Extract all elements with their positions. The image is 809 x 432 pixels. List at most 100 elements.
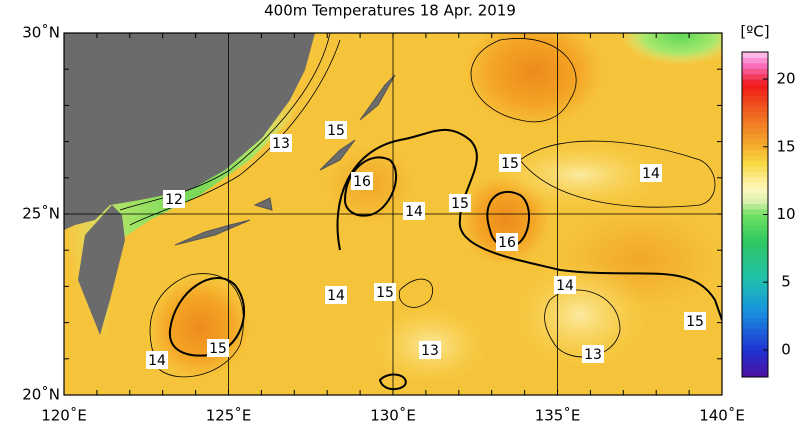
colorbar-segment <box>742 122 768 129</box>
map-frame <box>63 32 723 396</box>
colorbar-segment <box>742 339 768 345</box>
contour-label-box <box>419 341 441 359</box>
colorbar-segment <box>742 322 768 329</box>
colorbar-segment <box>742 198 768 205</box>
colorbar-segment <box>742 117 768 123</box>
contour-label: 13 <box>421 343 439 359</box>
colorbar-segment <box>742 138 768 145</box>
colorbar-segment <box>742 187 768 194</box>
colorbar-segment <box>742 111 768 118</box>
contour-label: 15 <box>376 285 394 301</box>
colorbar-segment <box>742 371 768 378</box>
lat-tick-label: 30˚N <box>22 24 60 42</box>
contour-label-box <box>554 276 576 294</box>
colorbar-segment <box>742 192 768 199</box>
colorbar-segment <box>742 84 768 91</box>
contour-label-box <box>496 233 518 251</box>
contour-label: 16 <box>498 235 516 251</box>
contour-label: 16 <box>353 174 371 190</box>
lon-tick-label: 130˚E <box>370 407 416 425</box>
lon-tick-label: 140˚E <box>699 407 745 425</box>
colorbar-segment <box>742 95 768 102</box>
contour-label: 15 <box>686 314 704 330</box>
warm-area <box>464 33 604 127</box>
lat-tick-label: 25˚N <box>22 205 60 223</box>
colorbar-segment <box>742 165 768 172</box>
colorbar-segment <box>742 279 768 286</box>
colorbar-segment <box>742 274 768 280</box>
cool-area <box>490 140 670 210</box>
colorbar-segment <box>742 79 768 85</box>
colorbar-segment <box>742 290 768 297</box>
colorbar-segment <box>742 312 768 318</box>
colorbar-segment <box>742 149 768 156</box>
colorbar-tick-label: 0 <box>781 340 791 358</box>
cool-area <box>620 33 722 65</box>
colorbar-segment <box>742 57 768 64</box>
contour-label-box <box>325 121 347 139</box>
contour-label: 14 <box>405 204 423 220</box>
colorbar-segment <box>742 209 768 215</box>
lon-tick-label: 135˚E <box>535 407 581 425</box>
colorbar-segment <box>742 366 768 373</box>
colorbar-segment <box>742 306 768 313</box>
colorbar-segment <box>742 100 768 107</box>
colorbar-segment <box>742 171 768 178</box>
colorbar-segment <box>742 252 768 259</box>
islands <box>174 74 396 246</box>
colorbar-segment <box>742 236 768 243</box>
contour-label: 15 <box>451 196 469 212</box>
colorbar-segment <box>742 230 768 237</box>
colorbar-segment <box>742 301 768 308</box>
colorbar-segment <box>742 349 768 356</box>
lat-tick-label: 20˚N <box>22 386 60 404</box>
contour-label-box <box>499 154 521 172</box>
cool-area <box>510 260 650 370</box>
colorbar-segment <box>742 295 768 302</box>
contour-label: 14 <box>556 278 574 294</box>
contour-label: 13 <box>584 347 602 363</box>
colorbar-segment <box>742 127 768 134</box>
contour-label: 14 <box>642 166 660 182</box>
colorbar-segment <box>742 344 768 351</box>
contour-label-box <box>146 351 168 369</box>
colorbar-tick-label: 15 <box>776 137 795 155</box>
contours <box>119 33 716 378</box>
contour-label: 15 <box>501 156 519 172</box>
colorbar-tick-label: 10 <box>776 205 795 223</box>
colorbar-segment <box>742 317 768 324</box>
colorbar-unit: [ºC] <box>740 23 769 41</box>
colorbar-segment <box>742 333 768 340</box>
contour-label-box <box>684 312 706 330</box>
colorbar-segment <box>742 62 768 69</box>
colorbar-segment <box>742 144 768 150</box>
colorbar-segment <box>742 203 768 210</box>
colorbar-segment <box>742 214 768 221</box>
contour-label-box <box>582 345 604 363</box>
colorbar-segment <box>742 182 768 188</box>
colorbar-segment <box>742 268 768 275</box>
colorbar-segment <box>742 225 768 232</box>
colorbar <box>741 51 769 378</box>
colorbar-segment <box>742 219 768 226</box>
lon-tick-label: 120˚E <box>41 407 87 425</box>
colorbar-segment <box>742 154 768 161</box>
colorbar-segment <box>742 68 768 75</box>
contour-label-box <box>325 286 347 304</box>
land-china <box>64 33 315 230</box>
colorbar-segment <box>742 176 768 183</box>
colorbar-segment <box>742 257 768 264</box>
contour-label-box <box>449 194 471 212</box>
colorbar-segment <box>742 133 768 140</box>
colorbar-segment <box>742 247 768 253</box>
colorbar-segment <box>742 106 768 113</box>
colorbar-segment <box>742 52 768 58</box>
contours-major <box>168 128 722 391</box>
colorbar-segment <box>742 328 768 335</box>
colorbar-segment <box>742 355 768 362</box>
contour-label-box <box>207 339 229 357</box>
title: 400m Temperatures 18 Apr. 2019 <box>264 2 516 20</box>
colorbar-segment <box>742 360 768 367</box>
contour-label: 15 <box>209 341 227 357</box>
